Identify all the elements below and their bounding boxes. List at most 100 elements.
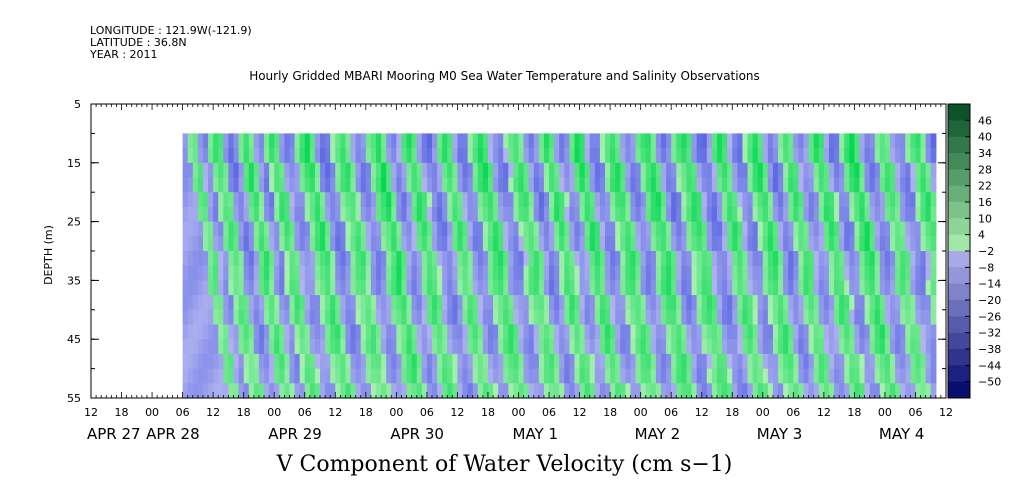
x-hour-tick-label: 06 xyxy=(542,406,556,419)
heatmap-cell xyxy=(228,368,235,384)
heatmap-cell xyxy=(844,133,850,149)
heatmap-cell xyxy=(686,324,693,340)
heatmap-cell xyxy=(340,324,347,340)
heatmap-cell xyxy=(406,265,413,281)
heatmap-cell xyxy=(839,162,845,179)
heatmap-cell xyxy=(498,192,504,208)
heatmap-cell xyxy=(197,280,204,296)
heatmap-cell xyxy=(716,383,723,399)
heatmap-cell xyxy=(238,265,245,281)
heatmap-cell xyxy=(503,295,509,311)
heatmap-cell xyxy=(533,324,540,340)
heatmap-cell xyxy=(335,162,341,179)
heatmap-cell xyxy=(543,206,550,223)
heatmap-cell xyxy=(325,251,331,267)
heatmap-cell xyxy=(823,280,830,296)
heatmap-cell xyxy=(661,206,667,223)
heatmap-cell xyxy=(533,133,540,149)
heatmap-cell xyxy=(650,192,657,208)
heatmap-cell xyxy=(579,251,586,267)
heatmap-cell xyxy=(528,148,535,164)
heatmap-cell xyxy=(737,206,744,223)
heatmap-cell xyxy=(279,221,285,237)
heatmap-cell xyxy=(467,383,474,399)
heatmap-cell xyxy=(518,368,525,384)
heatmap-cell xyxy=(716,192,723,208)
heatmap-cell xyxy=(722,339,728,355)
heatmap-cell xyxy=(447,206,453,223)
heatmap-cell xyxy=(269,133,275,149)
heatmap-cell xyxy=(788,133,794,149)
heatmap-cell xyxy=(549,383,555,399)
heatmap-cell xyxy=(289,280,296,296)
heatmap-cell xyxy=(472,221,479,237)
heatmap-cell xyxy=(487,265,494,281)
heatmap-cell xyxy=(727,251,733,267)
heatmap-cell xyxy=(437,162,443,179)
heatmap-cell xyxy=(264,353,270,370)
heatmap-cell xyxy=(202,295,209,311)
heatmap-cell xyxy=(345,353,352,370)
heatmap-cell xyxy=(716,368,723,384)
heatmap-cell xyxy=(187,368,194,384)
heatmap-cell xyxy=(818,295,825,311)
heatmap-cell xyxy=(676,133,682,149)
heatmap-cell xyxy=(320,383,326,399)
heatmap-cell xyxy=(691,383,698,399)
heatmap-cell xyxy=(376,236,382,252)
heatmap-cell xyxy=(849,353,855,370)
heatmap-cell xyxy=(584,368,591,384)
heatmap-cell xyxy=(274,324,280,340)
heatmap-cell xyxy=(574,324,581,340)
heatmap-cell xyxy=(197,148,204,164)
heatmap-cell xyxy=(289,339,296,355)
heatmap-cell xyxy=(747,368,754,384)
heatmap-cell xyxy=(431,353,438,370)
heatmap-cell xyxy=(737,192,744,208)
heatmap-cell xyxy=(920,280,927,296)
heatmap-cell xyxy=(554,368,560,384)
heatmap-cell xyxy=(859,353,866,370)
heatmap-cell xyxy=(431,236,438,252)
heatmap-cell xyxy=(340,368,347,384)
heatmap-cell xyxy=(416,280,423,296)
heatmap-cell xyxy=(645,265,652,281)
heatmap-cell xyxy=(742,383,749,399)
heatmap-cell xyxy=(890,265,896,281)
heatmap-cell xyxy=(666,221,672,237)
heatmap-cell xyxy=(365,280,372,296)
heatmap-cell xyxy=(182,280,189,296)
heatmap-cell xyxy=(818,221,825,237)
colorbar-segment xyxy=(948,316,970,334)
heatmap-cell xyxy=(884,368,891,384)
heatmap-cell xyxy=(559,221,565,237)
heatmap-cell xyxy=(411,206,418,223)
heatmap-cell xyxy=(915,295,922,311)
heatmap-cell xyxy=(676,265,682,281)
heatmap-cell xyxy=(844,309,850,326)
heatmap-cell xyxy=(808,339,815,355)
heatmap-cell xyxy=(910,177,917,193)
heatmap-cell xyxy=(452,236,459,252)
heatmap-cell xyxy=(686,192,693,208)
y-tick-label: 5 xyxy=(74,98,81,111)
heatmap-cell xyxy=(304,368,311,384)
heatmap-cell xyxy=(772,162,779,179)
heatmap-cell xyxy=(839,383,845,399)
heatmap-cell xyxy=(370,295,377,311)
heatmap-cell xyxy=(503,236,509,252)
heatmap-cell xyxy=(350,177,357,193)
heatmap-cell xyxy=(309,265,316,281)
heatmap-cell xyxy=(742,353,749,370)
heatmap-cell xyxy=(187,309,194,326)
heatmap-cell xyxy=(808,353,815,370)
heatmap-cell xyxy=(197,265,204,281)
heatmap-cell xyxy=(223,265,230,281)
heatmap-cell xyxy=(208,353,214,370)
heatmap-cell xyxy=(218,133,224,149)
heatmap-cell xyxy=(396,309,403,326)
heatmap-cell xyxy=(381,148,387,164)
heatmap-cell xyxy=(238,295,245,311)
heatmap-cell xyxy=(350,383,357,399)
heatmap-cell xyxy=(299,353,306,370)
